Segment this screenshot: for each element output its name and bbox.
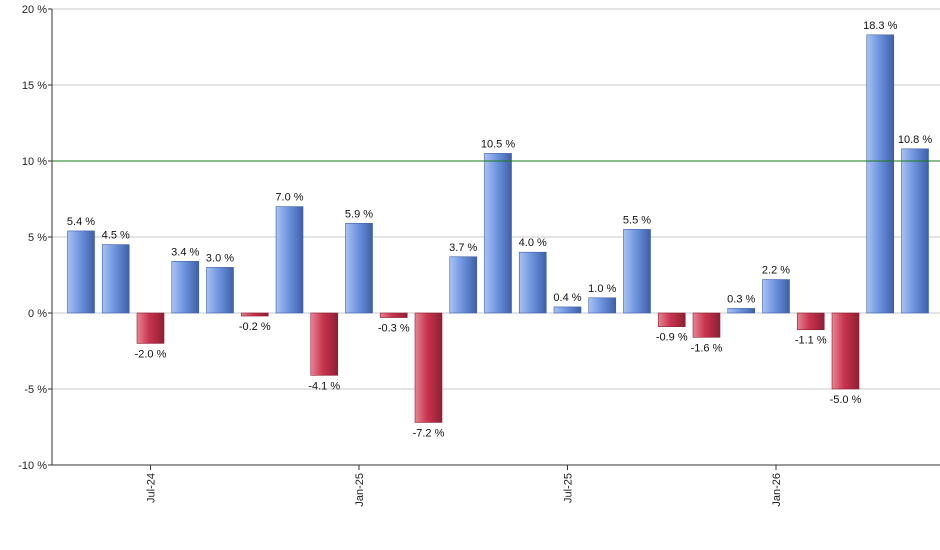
data-label: 18.3 % bbox=[863, 20, 897, 32]
data-label: 5.4 % bbox=[67, 216, 95, 228]
data-label: 3.0 % bbox=[206, 252, 234, 264]
data-label: 10.5 % bbox=[481, 138, 515, 150]
data-label: -2.0 % bbox=[135, 348, 167, 360]
data-label: 0.3 % bbox=[727, 293, 755, 305]
bar bbox=[449, 256, 478, 314]
bar bbox=[345, 223, 373, 314]
y-tick-label: 20 % bbox=[22, 4, 47, 16]
x-tick-label: Jul-25 bbox=[563, 473, 575, 503]
bar bbox=[692, 312, 721, 338]
y-tick-label: 10 % bbox=[22, 156, 47, 168]
bar bbox=[484, 153, 512, 314]
data-label: 3.4 % bbox=[171, 246, 199, 258]
data-label: 10.8 % bbox=[898, 134, 932, 146]
axes: -10 % -5 % 0 % 5 % 10 % 15 % 20 % Jul-24 Jan-25 J… bbox=[18, 4, 940, 507]
y-tick-label: 5 % bbox=[28, 232, 47, 244]
data-label: -0.2 % bbox=[239, 321, 271, 333]
data-label: -0.9 % bbox=[656, 332, 688, 344]
data-label: -1.1 % bbox=[795, 335, 827, 347]
bar bbox=[831, 312, 860, 390]
bar bbox=[518, 251, 547, 314]
data-label: 5.5 % bbox=[623, 214, 651, 226]
data-label: 1.0 % bbox=[588, 283, 616, 295]
data-label: -5.0 % bbox=[830, 394, 862, 406]
bar bbox=[310, 312, 339, 376]
data-labels: 5.4 % 4.5 % -2.0 % 3.4 % 3.0 % -0.2 % 7.0 % -4.… bbox=[67, 20, 932, 440]
bar bbox=[866, 34, 895, 314]
data-label: -4.1 % bbox=[308, 380, 340, 392]
bar bbox=[240, 312, 269, 317]
bar bbox=[657, 312, 686, 327]
bar bbox=[101, 244, 130, 314]
data-label: 3.7 % bbox=[449, 242, 477, 254]
x-tick-label: Jan-25 bbox=[354, 473, 366, 507]
data-label: 7.0 % bbox=[275, 192, 303, 204]
data-label: 5.9 % bbox=[345, 208, 373, 220]
x-tick-label: Jan-26 bbox=[771, 473, 783, 507]
bar bbox=[796, 312, 825, 331]
bar bbox=[414, 312, 443, 423]
data-label: 4.0 % bbox=[519, 237, 547, 249]
y-tick-label: -5 % bbox=[24, 384, 47, 396]
bar bbox=[762, 279, 790, 314]
bar bbox=[275, 206, 304, 314]
data-label: -0.3 % bbox=[378, 323, 410, 335]
bar bbox=[553, 306, 582, 314]
bar bbox=[623, 229, 651, 314]
bar bbox=[901, 148, 929, 314]
bar bbox=[379, 312, 408, 318]
bar bbox=[206, 267, 234, 314]
bars bbox=[67, 34, 929, 423]
data-label: 4.5 % bbox=[102, 230, 130, 242]
y-tick-label: 0 % bbox=[28, 308, 47, 320]
bar bbox=[588, 297, 617, 314]
bar bbox=[727, 308, 756, 314]
data-label: 0.4 % bbox=[553, 292, 581, 304]
x-tick-label: Jul-24 bbox=[146, 473, 158, 503]
bar bbox=[67, 230, 95, 314]
bar bbox=[136, 312, 165, 344]
y-tick-label: 15 % bbox=[22, 80, 47, 92]
y-tick-label: -10 % bbox=[18, 460, 47, 472]
bar bbox=[171, 261, 200, 314]
data-label: 2.2 % bbox=[762, 265, 790, 277]
data-label: -1.6 % bbox=[691, 342, 723, 354]
data-label: -7.2 % bbox=[413, 427, 445, 439]
